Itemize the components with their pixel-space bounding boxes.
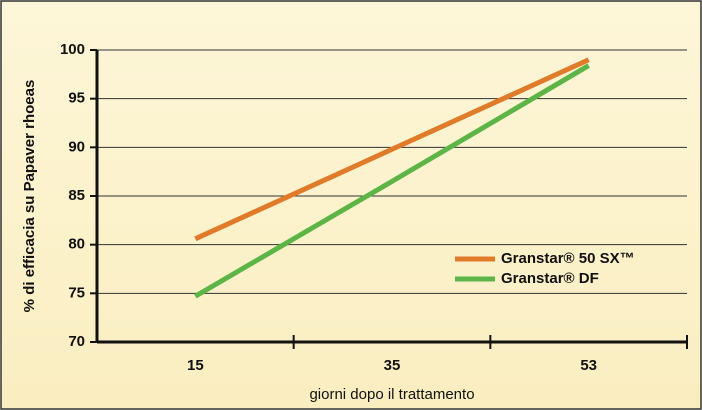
y-tick-label: 75 [68, 284, 85, 301]
series-line [194, 63, 590, 299]
legend-label: Granstar® 50 SX™ [501, 250, 635, 267]
x-tick-label: 15 [187, 357, 204, 374]
x-tick-label: 35 [384, 357, 401, 374]
y-tick-label: 85 [68, 187, 85, 204]
y-tick-label: 70 [68, 333, 85, 350]
y-axis-label: % di efficacia su Papaver rhoeas [21, 80, 38, 313]
legend-label: Granstar® DF [501, 270, 599, 287]
y-tick-label: 90 [68, 138, 85, 155]
y-tick-label: 100 [60, 41, 85, 58]
y-tick-label: 80 [68, 236, 85, 253]
series-line [194, 57, 590, 242]
y-tick-label: 95 [68, 90, 85, 107]
x-tick-label: 53 [580, 357, 597, 374]
x-axis-label: giorni dopo il trattamento [309, 386, 474, 403]
